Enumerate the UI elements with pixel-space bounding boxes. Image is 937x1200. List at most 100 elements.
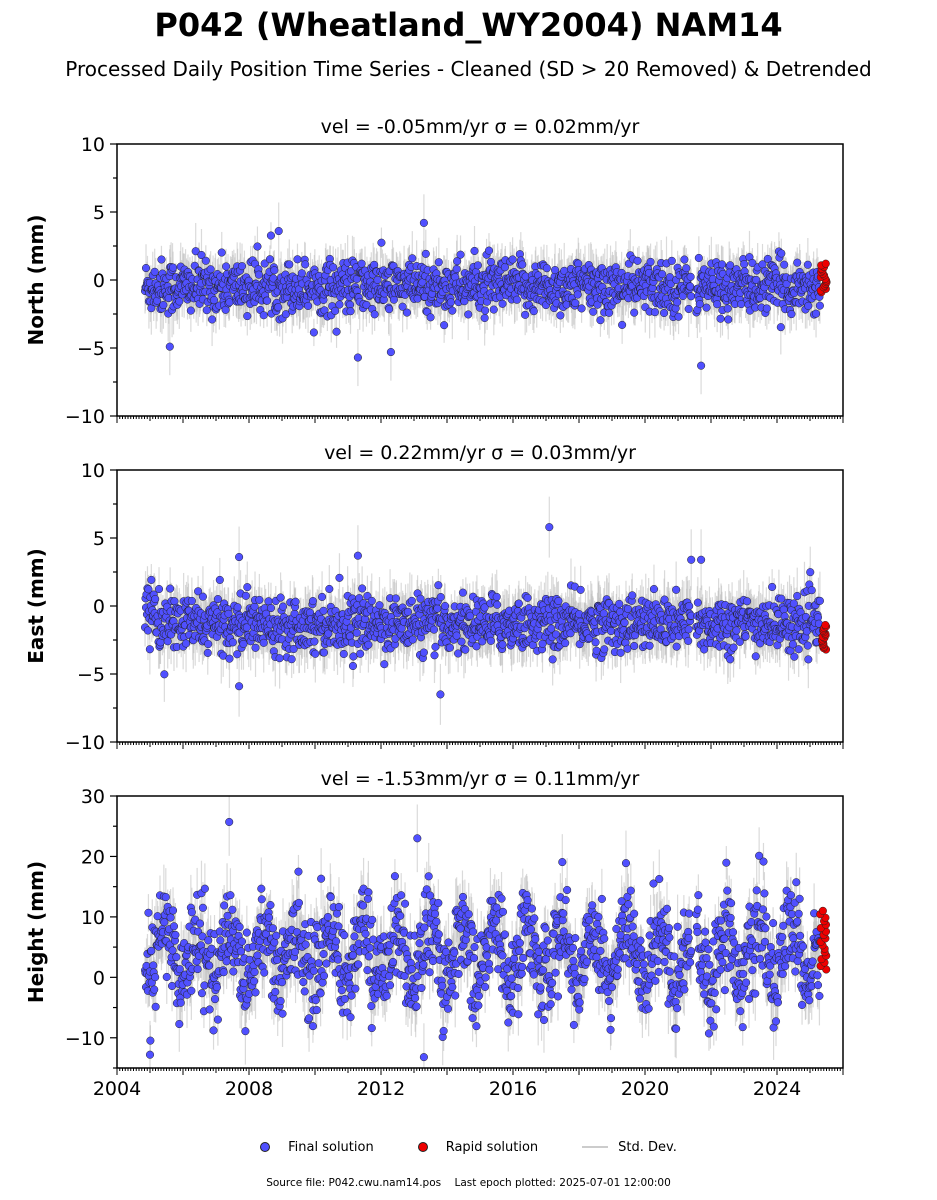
ylabel-east: East (mm) — [24, 548, 48, 664]
final-point — [682, 264, 691, 273]
final-point — [413, 294, 422, 303]
final-point — [203, 648, 212, 657]
final-point — [318, 592, 327, 601]
final-point — [542, 264, 551, 273]
final-point — [776, 323, 785, 332]
final-point — [206, 265, 215, 274]
final-point — [456, 250, 465, 259]
final-point — [787, 310, 796, 319]
final-point — [160, 670, 169, 679]
final-point — [163, 637, 172, 646]
final-point — [633, 256, 642, 265]
final-point — [331, 306, 340, 315]
final-point — [448, 306, 457, 315]
panel-title-north: vel = -0.05mm/yr σ = 0.02mm/yr — [321, 116, 640, 138]
final-point — [763, 254, 772, 264]
final-point — [260, 259, 269, 268]
final-point — [228, 638, 237, 647]
final-point — [398, 302, 407, 311]
final-point — [348, 661, 358, 671]
final-point — [293, 255, 302, 264]
final-point — [686, 282, 695, 291]
final-point — [310, 637, 319, 646]
final-point — [201, 256, 210, 265]
final-point — [356, 649, 365, 658]
final-point — [674, 312, 683, 321]
final-point — [265, 255, 275, 264]
final-point — [777, 249, 786, 258]
final-point — [419, 218, 428, 227]
final-point — [266, 603, 276, 613]
final-point — [147, 575, 156, 584]
final-point — [434, 258, 443, 267]
final-point — [804, 301, 813, 310]
final-point — [208, 315, 217, 324]
final-point — [285, 260, 294, 269]
final-point — [473, 261, 482, 270]
final-point — [556, 311, 565, 320]
final-point — [215, 575, 224, 584]
final-point — [486, 257, 495, 267]
final-point — [726, 261, 735, 270]
final-point — [335, 300, 344, 309]
final-point — [222, 262, 231, 271]
final-point — [573, 290, 582, 299]
final-point — [571, 298, 580, 308]
final-point — [362, 300, 371, 310]
final-point — [521, 310, 530, 319]
final-point — [357, 259, 366, 268]
final-point — [154, 584, 164, 594]
final-point — [159, 300, 168, 310]
final-point — [723, 304, 732, 313]
final-point — [780, 260, 789, 269]
final-point — [389, 295, 399, 304]
final-point — [686, 272, 695, 281]
final-points-north — [141, 218, 824, 370]
final-point — [518, 260, 527, 269]
final-point — [253, 242, 262, 251]
y-tick-label: 5 — [93, 202, 105, 224]
final-point — [386, 348, 395, 357]
final-point — [687, 292, 696, 301]
final-point — [264, 597, 273, 606]
final-point — [198, 592, 207, 601]
final-point — [335, 573, 344, 582]
final-point — [186, 306, 195, 315]
final-point — [243, 312, 252, 321]
final-point — [684, 304, 693, 314]
final-point — [217, 248, 226, 257]
final-point — [673, 298, 682, 307]
final-point — [370, 310, 379, 319]
final-point — [695, 299, 704, 309]
rapid-points-north — [816, 259, 831, 297]
final-point — [646, 257, 655, 266]
final-point — [694, 253, 703, 263]
final-point — [358, 584, 367, 593]
final-point — [577, 304, 586, 313]
final-point — [815, 301, 824, 310]
y-tick-label: 10 — [81, 134, 105, 156]
rapid-point — [821, 259, 830, 268]
final-point — [716, 314, 725, 323]
final-point — [353, 353, 362, 362]
final-point — [225, 654, 234, 663]
final-point — [748, 258, 757, 268]
final-point — [329, 263, 338, 272]
final-point — [421, 249, 430, 258]
final-point — [402, 308, 412, 317]
final-point — [233, 650, 242, 659]
final-point — [508, 255, 517, 264]
final-point — [453, 257, 462, 266]
final-point — [377, 238, 386, 247]
final-point — [740, 260, 749, 269]
final-point — [349, 652, 358, 661]
final-point — [339, 649, 348, 659]
final-point — [275, 654, 284, 663]
final-point — [489, 305, 498, 314]
final-point — [440, 321, 449, 330]
final-point — [255, 595, 264, 604]
final-point — [213, 595, 222, 604]
final-point — [291, 597, 300, 606]
